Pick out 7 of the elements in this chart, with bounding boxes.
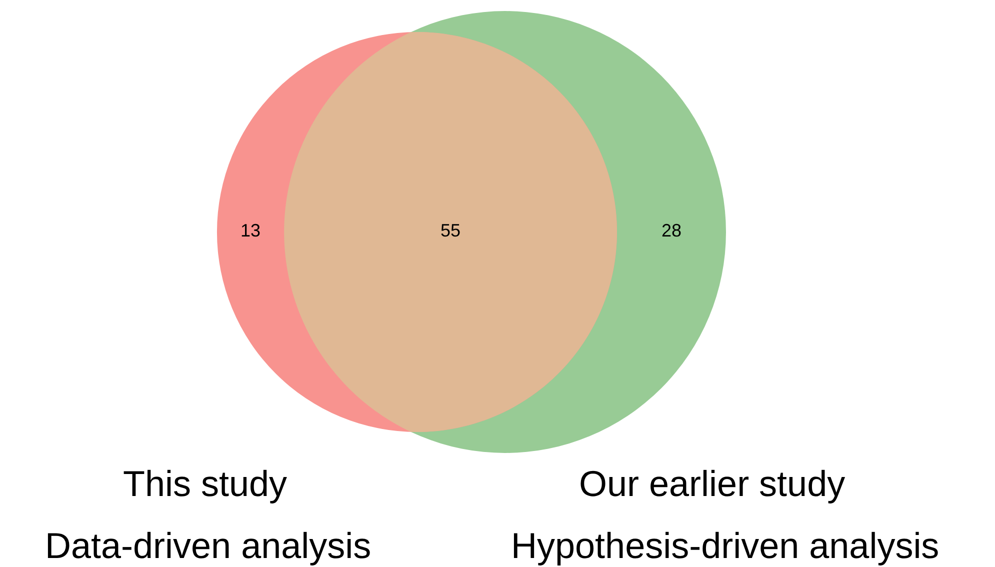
data-label: 28	[661, 220, 682, 240]
text: Data-driven analysis	[45, 525, 372, 566]
text: Hypothesis-driven analysis	[511, 525, 940, 566]
text: Our earlier study	[579, 463, 846, 504]
data-label: 55	[440, 220, 461, 240]
data-label: 13	[240, 220, 261, 240]
text: This study	[123, 463, 288, 504]
